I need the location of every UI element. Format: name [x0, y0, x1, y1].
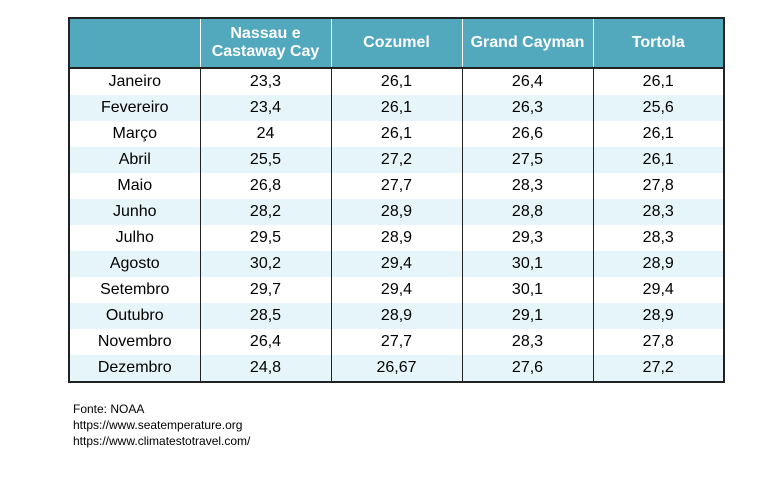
cell-cozumel: 28,9	[330, 225, 462, 251]
table-header-row: Nassau e Castaway Cay Cozumel Grand Caym…	[69, 18, 724, 68]
table-row: Agosto 30,2 29,4 30,1 28,9	[69, 251, 724, 277]
cell-month: Dezembro	[69, 355, 200, 382]
cell-nassau: 29,7	[199, 277, 331, 303]
cell-nassau: 24,8	[199, 355, 331, 382]
cell-tortola: 28,3	[592, 225, 724, 251]
cell-nassau: 23,3	[199, 68, 331, 95]
table-row: Setembro 29,7 29,4 30,1 29,4	[69, 277, 724, 303]
cell-month: Janeiro	[69, 68, 200, 95]
cell-nassau: 24	[199, 121, 331, 147]
cell-grand-cayman: 29,3	[461, 225, 593, 251]
cell-month: Junho	[69, 199, 200, 225]
cell-month: Março	[69, 121, 200, 147]
table-row: Dezembro 24,8 26,67 27,6 27,2	[69, 355, 724, 382]
cell-cozumel: 26,1	[330, 121, 462, 147]
cell-nassau: 30,2	[199, 251, 331, 277]
cell-cozumel: 26,67	[330, 355, 462, 382]
cell-cozumel: 26,1	[330, 95, 462, 121]
cell-nassau: 23,4	[199, 95, 331, 121]
table-row: Outubro 28,5 28,9 29,1 28,9	[69, 303, 724, 329]
cell-cozumel: 28,9	[330, 199, 462, 225]
source-link-climatestotravel[interactable]: https://www.climatestotravel.com/	[73, 434, 251, 448]
cell-month: Novembro	[69, 329, 200, 355]
header-cozumel: Cozumel	[330, 18, 462, 68]
source-notes: Fonte: NOAA https://www.seatemperature.o…	[73, 401, 250, 449]
cell-grand-cayman: 28,3	[461, 329, 593, 355]
table-row: Junho 28,2 28,9 28,8 28,3	[69, 199, 724, 225]
header-tortola: Tortola	[592, 18, 724, 68]
cell-nassau: 29,5	[199, 225, 331, 251]
cell-month: Fevereiro	[69, 95, 200, 121]
cell-cozumel: 29,4	[330, 251, 462, 277]
table-body: Janeiro 23,3 26,1 26,4 26,1 Fevereiro 23,4 26,1…	[69, 68, 724, 382]
table-row: Abril 25,5 27,2 27,5 26,1	[69, 147, 724, 173]
cell-tortola: 26,1	[592, 147, 724, 173]
cell-grand-cayman: 30,1	[461, 277, 593, 303]
cell-grand-cayman: 30,1	[461, 251, 593, 277]
cell-cozumel: 28,9	[330, 303, 462, 329]
source-label: Fonte: NOAA	[73, 402, 145, 416]
cell-cozumel: 26,1	[330, 68, 462, 95]
cell-grand-cayman: 27,6	[461, 355, 593, 382]
cell-cozumel: 29,4	[330, 277, 462, 303]
cell-nassau: 25,5	[199, 147, 331, 173]
cell-grand-cayman: 28,3	[461, 173, 593, 199]
table-row: Janeiro 23,3 26,1 26,4 26,1	[69, 68, 724, 95]
cell-cozumel: 27,7	[330, 329, 462, 355]
table-row: Fevereiro 23,4 26,1 26,3 25,6	[69, 95, 724, 121]
cell-grand-cayman: 26,6	[461, 121, 593, 147]
cell-tortola: 27,2	[592, 355, 724, 382]
sea-temperature-table: Nassau e Castaway Cay Cozumel Grand Caym…	[68, 17, 725, 383]
cell-grand-cayman: 29,1	[461, 303, 593, 329]
cell-month: Julho	[69, 225, 200, 251]
cell-tortola: 28,9	[592, 251, 724, 277]
cell-month: Outubro	[69, 303, 200, 329]
cell-nassau: 28,5	[199, 303, 331, 329]
table-row: Julho 29,5 28,9 29,3 28,3	[69, 225, 724, 251]
cell-nassau: 28,2	[199, 199, 331, 225]
cell-tortola: 28,3	[592, 199, 724, 225]
cell-tortola: 27,8	[592, 329, 724, 355]
cell-tortola: 29,4	[592, 277, 724, 303]
cell-tortola: 25,6	[592, 95, 724, 121]
table-row: Março 24 26,1 26,6 26,1	[69, 121, 724, 147]
header-grand-cayman: Grand Cayman	[461, 18, 593, 68]
header-nassau: Nassau e Castaway Cay	[199, 18, 331, 68]
cell-month: Maio	[69, 173, 200, 199]
cell-nassau: 26,8	[199, 173, 331, 199]
header-month-column	[69, 18, 200, 68]
cell-month: Setembro	[69, 277, 200, 303]
cell-grand-cayman: 28,8	[461, 199, 593, 225]
table-row: Maio 26,8 27,7 28,3 27,8	[69, 173, 724, 199]
table-row: Novembro 26,4 27,7 28,3 27,8	[69, 329, 724, 355]
source-link-seatemperature[interactable]: https://www.seatemperature.org	[73, 418, 243, 432]
cell-tortola: 26,1	[592, 121, 724, 147]
cell-grand-cayman: 26,3	[461, 95, 593, 121]
cell-cozumel: 27,7	[330, 173, 462, 199]
cell-tortola: 27,8	[592, 173, 724, 199]
cell-grand-cayman: 27,5	[461, 147, 593, 173]
cell-nassau: 26,4	[199, 329, 331, 355]
cell-cozumel: 27,2	[330, 147, 462, 173]
cell-grand-cayman: 26,4	[461, 68, 593, 95]
cell-month: Agosto	[69, 251, 200, 277]
cell-month: Abril	[69, 147, 200, 173]
cell-tortola: 26,1	[592, 68, 724, 95]
cell-tortola: 28,9	[592, 303, 724, 329]
